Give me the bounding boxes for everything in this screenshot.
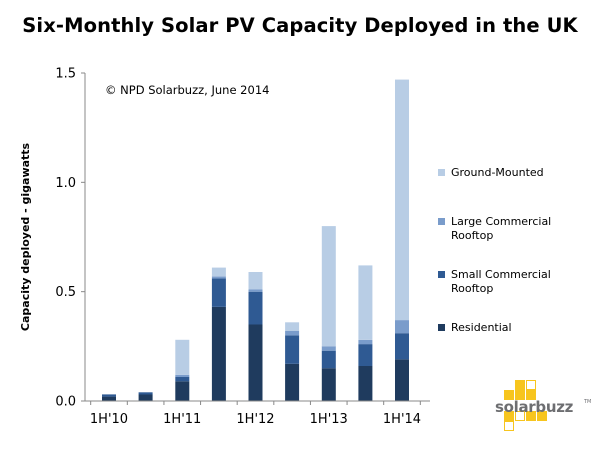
logo-square bbox=[526, 390, 536, 400]
y-axis-label: Capacity deployed - gigawatts bbox=[19, 142, 32, 331]
y-tick-label: 1.5 bbox=[55, 67, 76, 82]
solarbuzz-logo: solarbuzz TM bbox=[495, 378, 595, 438]
logo-square bbox=[537, 411, 547, 421]
x-ticks-group: 1H'10 1H'11 1H'12 1H'13 1H'14 bbox=[90, 401, 421, 427]
logo-square bbox=[504, 411, 514, 421]
bar-segment bbox=[321, 346, 336, 351]
legend-label-line: Rooftop bbox=[451, 229, 493, 242]
bar-segment bbox=[138, 392, 153, 395]
legend-label-line: Small Commercial bbox=[451, 268, 551, 281]
bar-segment bbox=[285, 363, 300, 401]
x-tick-label: 1H'12 bbox=[236, 412, 274, 427]
logo-text: solarbuzz bbox=[495, 398, 574, 416]
legend-swatch bbox=[438, 218, 445, 225]
legend-swatch bbox=[438, 271, 445, 278]
y-tick-label: 0.5 bbox=[55, 285, 76, 300]
bar-segment bbox=[175, 381, 190, 401]
legend-label: Small Commercial Rooftop bbox=[451, 268, 551, 295]
bar-segment bbox=[248, 291, 263, 325]
bar-segment bbox=[285, 335, 300, 364]
bar-segment bbox=[248, 324, 263, 401]
bar-segment bbox=[395, 359, 409, 401]
y-tick-label: 1.0 bbox=[55, 176, 76, 191]
bar-segment bbox=[175, 374, 190, 377]
bar-segment bbox=[211, 276, 226, 279]
x-tick-label: 1H'11 bbox=[163, 412, 201, 427]
bar-segment bbox=[285, 322, 300, 331]
logo-square bbox=[515, 390, 525, 400]
y-tick-label: 0.0 bbox=[55, 395, 76, 410]
bar-segment bbox=[395, 320, 409, 334]
bar-segment bbox=[102, 396, 116, 401]
chart-title: Six-Monthly Solar PV Capacity Deployed i… bbox=[22, 14, 578, 37]
bar-segment bbox=[175, 376, 190, 382]
legend-label-line: Residential bbox=[451, 321, 512, 334]
logo-square bbox=[526, 411, 536, 421]
bar-segment bbox=[321, 226, 336, 347]
logo-square bbox=[526, 380, 536, 390]
legend-label-line: Large Commercial bbox=[451, 215, 551, 228]
bar-segment bbox=[358, 344, 373, 366]
legend-label: Residential bbox=[451, 321, 512, 334]
bar-segment bbox=[248, 272, 263, 290]
bar-segment bbox=[211, 307, 226, 401]
bar-segment bbox=[321, 368, 336, 401]
logo-square bbox=[504, 421, 514, 431]
legend-label: Ground-Mounted bbox=[451, 166, 544, 179]
legend-swatch bbox=[438, 169, 445, 176]
bar-segment bbox=[358, 366, 373, 401]
copyright-annotation: © NPD Solarbuzz, June 2014 bbox=[105, 83, 269, 97]
y-ticks-group: 0.0 0.5 1.0 1.5 bbox=[55, 67, 85, 410]
legend-label-line: Ground-Mounted bbox=[451, 166, 544, 179]
bar-segment bbox=[321, 350, 336, 369]
bar-segment bbox=[285, 331, 300, 336]
bar-segment bbox=[395, 333, 409, 360]
x-tick-label: 1H'14 bbox=[383, 412, 421, 427]
bar-segment bbox=[211, 278, 226, 307]
bar-segment bbox=[211, 267, 226, 277]
bar-segment bbox=[358, 339, 373, 345]
x-tick-label: 1H'13 bbox=[310, 412, 348, 427]
logo-square bbox=[515, 380, 525, 390]
legend-swatch bbox=[438, 324, 445, 331]
logo-trademark: TM bbox=[584, 399, 592, 405]
logo-square bbox=[515, 411, 525, 421]
legend-label: Large Commercial Rooftop bbox=[451, 215, 551, 242]
x-tick-label: 1H'10 bbox=[90, 412, 128, 427]
bar-segment bbox=[102, 394, 116, 397]
logo-square bbox=[504, 390, 514, 400]
bar-segment bbox=[175, 339, 190, 375]
bars-group bbox=[102, 79, 409, 401]
bar-segment bbox=[138, 394, 153, 401]
legend-label-line: Rooftop bbox=[451, 282, 493, 295]
bar-segment bbox=[248, 289, 263, 292]
bar-segment bbox=[395, 79, 409, 321]
bar-segment bbox=[358, 265, 373, 340]
